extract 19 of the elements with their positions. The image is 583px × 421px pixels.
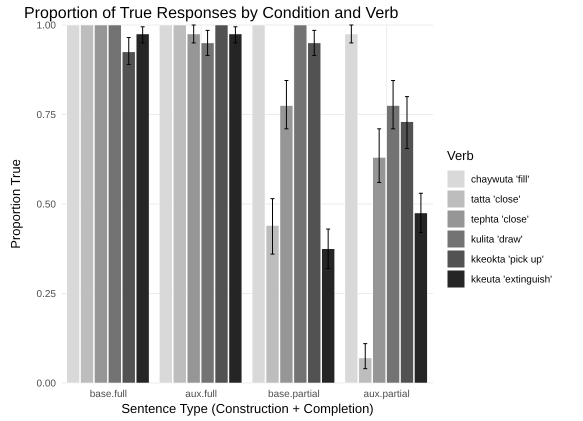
legend-label: kkeokta 'pick up' [471, 254, 544, 266]
legend-label: kkeuta 'extinguish' [471, 274, 552, 286]
x-tick-label: base.full [90, 389, 127, 400]
x-axis-title: Sentence Type (Construction + Completion) [121, 401, 374, 416]
y-tick-label: 0.25 [36, 289, 56, 300]
x-tick-label: base.partial [268, 389, 320, 400]
legend-label: chaywuta 'fill' [471, 174, 530, 186]
x-tick-label: aux.partial [364, 389, 410, 400]
chart-title: Proportion of True Responses by Condition and Verb [24, 5, 399, 22]
y-tick-label: 0.00 [36, 378, 56, 390]
legend-label: tephta 'close' [471, 214, 529, 226]
x-tick-label: aux.full [185, 389, 217, 400]
y-tick-label: 1.00 [36, 20, 56, 32]
legend-label: tatta 'close' [471, 194, 520, 206]
y-axis-title: Proportion True [8, 159, 23, 249]
legend-title: Verb [447, 148, 474, 163]
y-tick-label: 0.50 [36, 200, 56, 210]
y-tick-label: 0.75 [36, 110, 56, 121]
legend-label: kulita 'draw' [471, 234, 523, 246]
